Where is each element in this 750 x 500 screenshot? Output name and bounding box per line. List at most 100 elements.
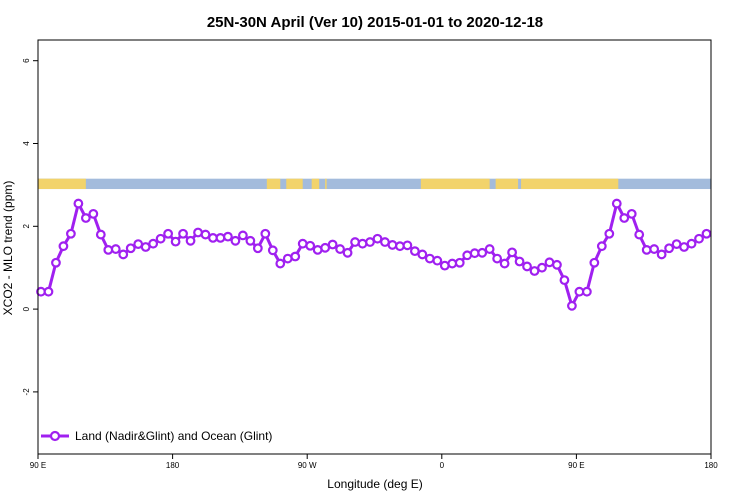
data-point <box>559 275 570 286</box>
x-tick-label: 90 W <box>298 461 317 470</box>
data-point <box>260 228 271 239</box>
data-point <box>163 228 174 239</box>
data-point <box>514 256 525 267</box>
band-land-segment <box>521 178 619 190</box>
band-land-segment <box>325 178 327 190</box>
data-point <box>649 244 660 254</box>
data-point <box>125 243 136 254</box>
data-point <box>686 238 697 249</box>
data-point <box>634 229 645 240</box>
chart-title: 25N-30N April (Ver 10) 2015-01-01 to 202… <box>207 14 543 31</box>
band-land-segment <box>266 178 281 190</box>
data-point <box>701 228 712 239</box>
band-land-segment <box>495 178 519 190</box>
band-land-segment <box>311 178 320 190</box>
data-point <box>155 233 166 244</box>
x-tick-label: 90 E <box>30 461 46 470</box>
data-point <box>237 230 248 241</box>
plot-frame <box>37 39 712 455</box>
data-point <box>58 241 69 252</box>
x-tick-label: 0 <box>440 461 445 470</box>
data-point <box>596 241 607 252</box>
data-point <box>522 261 532 272</box>
data-point <box>611 198 622 209</box>
x-axis-label: Longitude (deg E) <box>327 477 422 491</box>
data-point <box>679 242 689 252</box>
land-ocean-band <box>38 178 711 190</box>
legend-marker <box>49 430 61 442</box>
y-tick-label: 2 <box>22 224 31 229</box>
data-point <box>357 238 368 249</box>
data-point <box>66 228 76 239</box>
data-point <box>118 249 129 260</box>
data-point <box>342 247 353 258</box>
data-point <box>604 228 615 239</box>
data-point <box>267 245 278 256</box>
data-point <box>484 244 495 254</box>
data-point <box>178 228 188 239</box>
data-point <box>477 247 488 258</box>
x-tick-label: 90 E <box>568 461 584 470</box>
data-point <box>148 238 159 249</box>
data-point <box>223 231 233 242</box>
band-land-segment <box>286 178 303 190</box>
data-point <box>200 229 211 240</box>
legend: Land (Nadir&Glint) and Ocean (Glint) <box>41 429 272 443</box>
data-point <box>290 251 301 262</box>
data-point <box>245 235 256 246</box>
data-point <box>350 237 360 247</box>
data-point <box>305 240 316 251</box>
y-axis-label: XCO2 - MLO trend (ppm) <box>1 181 15 316</box>
y-tick-label: 0 <box>22 306 31 311</box>
x-tick-label: 180 <box>166 461 180 470</box>
x-tick-label: 180 <box>704 461 718 470</box>
y-axis-ticks: -2 0 2 4 6 <box>22 58 38 395</box>
data-point <box>432 255 443 266</box>
data-point <box>567 300 577 311</box>
legend-label: Land (Nadir&Glint) and Ocean (Glint) <box>75 429 272 443</box>
data-point <box>387 240 398 250</box>
data-point <box>275 258 286 269</box>
data-point <box>402 240 413 251</box>
data-point <box>365 237 375 247</box>
data-point <box>185 235 196 246</box>
data-point <box>230 235 241 246</box>
data-point <box>73 198 84 209</box>
data-point <box>626 208 637 219</box>
series-line <box>41 202 708 308</box>
data-point <box>320 242 331 253</box>
data-point <box>327 239 338 250</box>
data-point <box>409 246 420 257</box>
data-point <box>372 233 383 244</box>
band-land-segment <box>420 178 490 190</box>
band-land-segment <box>38 178 86 190</box>
data-point <box>215 232 226 243</box>
data-point <box>552 259 562 270</box>
data-point <box>492 253 503 264</box>
data-point <box>335 244 346 254</box>
data-point <box>507 247 517 258</box>
data-point <box>581 286 592 297</box>
band-ocean <box>38 178 711 190</box>
data-point <box>664 243 675 254</box>
data-point <box>656 249 667 260</box>
data-point <box>140 242 151 252</box>
y-tick-label: 4 <box>22 141 31 146</box>
series-layer <box>36 198 712 311</box>
data-point <box>529 266 540 276</box>
data-point <box>694 233 704 244</box>
data-point <box>499 258 510 269</box>
data-point <box>454 257 465 268</box>
data-point <box>619 213 630 223</box>
x-axis-ticks: 90 E 180 90 W 0 90 E 180 <box>30 454 718 470</box>
data-point <box>589 257 600 268</box>
data-point <box>110 244 121 254</box>
data-point <box>252 243 263 254</box>
data-point <box>43 286 54 297</box>
data-point <box>95 229 106 240</box>
data-point <box>80 213 91 223</box>
data-point <box>417 249 428 260</box>
data-point <box>88 208 99 219</box>
data-point <box>537 262 547 273</box>
